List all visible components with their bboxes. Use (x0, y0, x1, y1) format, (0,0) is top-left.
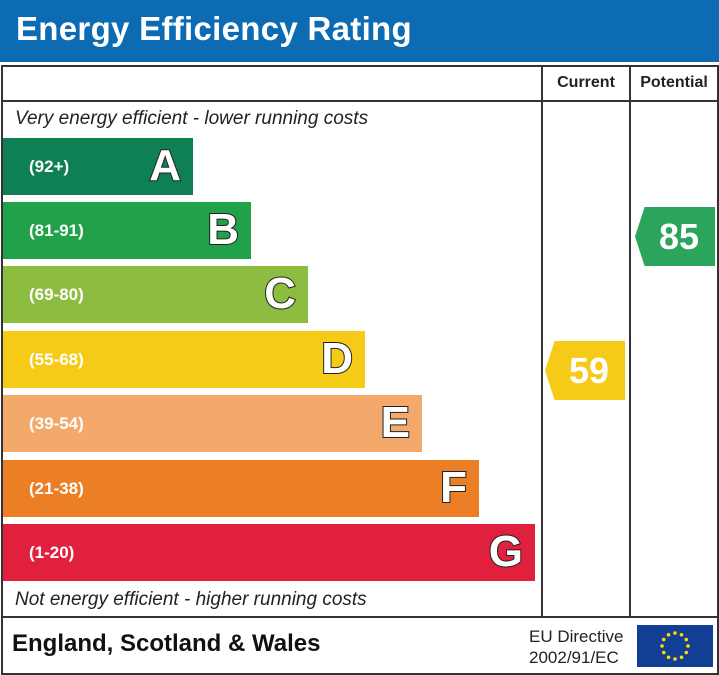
flag-star (684, 637, 689, 642)
flag-star (686, 644, 690, 648)
potential-rating-arrow: 85 (635, 207, 715, 266)
top-note: Very energy efficient - lower running co… (15, 108, 369, 129)
flag-star (666, 655, 671, 660)
band-letter: B (206, 204, 240, 255)
band-d: (55-68) D (3, 331, 365, 388)
band-letter: C (263, 268, 297, 319)
band-e: (39-54) E (3, 395, 422, 452)
band-g: (1-20) G (3, 524, 535, 581)
band-range: (39-54) (29, 413, 84, 433)
band-range: (81-91) (29, 220, 84, 240)
current-column-divider (541, 65, 543, 617)
header-divider (1, 100, 717, 102)
footer-divider (1, 616, 717, 618)
band-range: (92+) (29, 156, 70, 176)
flag-star (679, 632, 684, 637)
band-range: (1-20) (29, 542, 75, 562)
band-letter: G (488, 526, 524, 577)
flag-star (661, 637, 666, 642)
potential-column-divider (629, 65, 631, 617)
flag-star (666, 632, 671, 637)
band-b: (81-91) B (3, 202, 251, 259)
flag-star (673, 657, 677, 661)
current-header: Current (557, 74, 615, 91)
flag-star (660, 644, 664, 648)
title-bar (0, 0, 719, 62)
band-c: (69-80) C (3, 266, 308, 323)
chart-frame (1, 65, 719, 675)
eu-directive-label: EU Directive (529, 627, 624, 646)
current-rating-arrow: 59 (545, 341, 625, 400)
band-a: (92+) A (3, 138, 193, 195)
flag-star (679, 655, 684, 660)
eu-directive-number: 2002/91/EC (529, 648, 619, 667)
potential-header: Potential (640, 74, 708, 91)
region-label: England, Scotland & Wales (12, 630, 321, 657)
band-letter: E (380, 397, 411, 448)
band-range: (21-38) (29, 478, 84, 498)
flag-star (673, 631, 677, 635)
band-letter: D (320, 333, 354, 384)
band-range: (55-68) (29, 349, 84, 369)
band-f: (21-38) F (3, 460, 479, 517)
eu-flag-icon (637, 625, 713, 667)
chart-title: Energy Efficiency Rating (16, 10, 412, 47)
band-range: (69-80) (29, 284, 84, 304)
flag-star (684, 650, 689, 655)
band-letter: F (439, 462, 468, 513)
flag-star (661, 650, 666, 655)
bottom-note: Not energy efficient - higher running co… (15, 589, 367, 610)
band-letter: A (148, 140, 182, 191)
